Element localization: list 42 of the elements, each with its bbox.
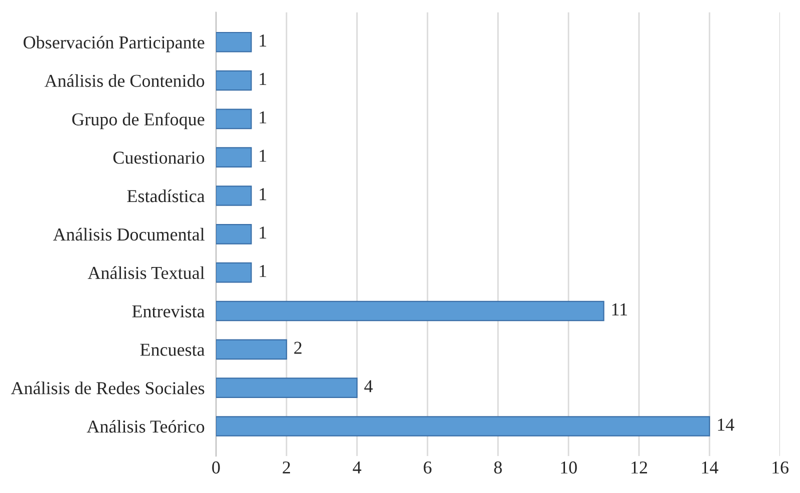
x-tick-label: 2 [282, 461, 290, 474]
y-tick-label: Encuesta [140, 344, 205, 356]
x-tick-label: 4 [352, 462, 362, 474]
bar [216, 32, 252, 52]
data-label: 1 [260, 111, 266, 124]
bar [216, 108, 252, 130]
data-label: 4 [364, 380, 373, 392]
bar [216, 70, 252, 91]
x-tick-label: 16 [772, 461, 788, 474]
x-tick-label: 0 [212, 461, 220, 474]
y-tick-label: Cuestionario [113, 152, 204, 164]
y-tick-label: Análisis Textual [88, 266, 205, 280]
y-tick-label: Estadística [127, 189, 205, 202]
y-tick-label: Análisis Documental [53, 228, 205, 241]
data-label: 1 [260, 150, 266, 162]
data-label: 14 [718, 418, 734, 431]
bar [216, 339, 288, 360]
bar [216, 378, 358, 398]
bar [216, 224, 252, 244]
data-label: 1 [260, 265, 266, 277]
bar [216, 262, 252, 283]
y-tick-label: Análisis de Redes Sociales [10, 382, 204, 394]
data-label: 1 [260, 188, 266, 200]
bar [216, 416, 710, 436]
bar [216, 186, 252, 206]
y-tick-label: Observación Participante [24, 36, 204, 52]
x-tick-label: 14 [702, 461, 718, 474]
x-tick-label: 10 [561, 461, 577, 474]
bar [216, 147, 252, 168]
x-tick-label: 6 [424, 461, 432, 474]
data-label: 1 [260, 226, 266, 239]
bar [216, 300, 604, 322]
y-tick-label: Análisis Teórico [86, 420, 204, 433]
data-label: 2 [294, 342, 302, 354]
x-tick-label: 8 [494, 461, 502, 474]
y-tick-label: Análisis de Contenido [44, 74, 204, 87]
y-tick-label: Entrevista [132, 305, 205, 318]
x-tick-label: 12 [632, 461, 648, 474]
data-label: 11 [612, 303, 627, 316]
y-tick-label: Grupo de Enfoque [72, 112, 204, 130]
data-label: 1 [260, 34, 266, 46]
data-label: 1 [260, 72, 266, 85]
